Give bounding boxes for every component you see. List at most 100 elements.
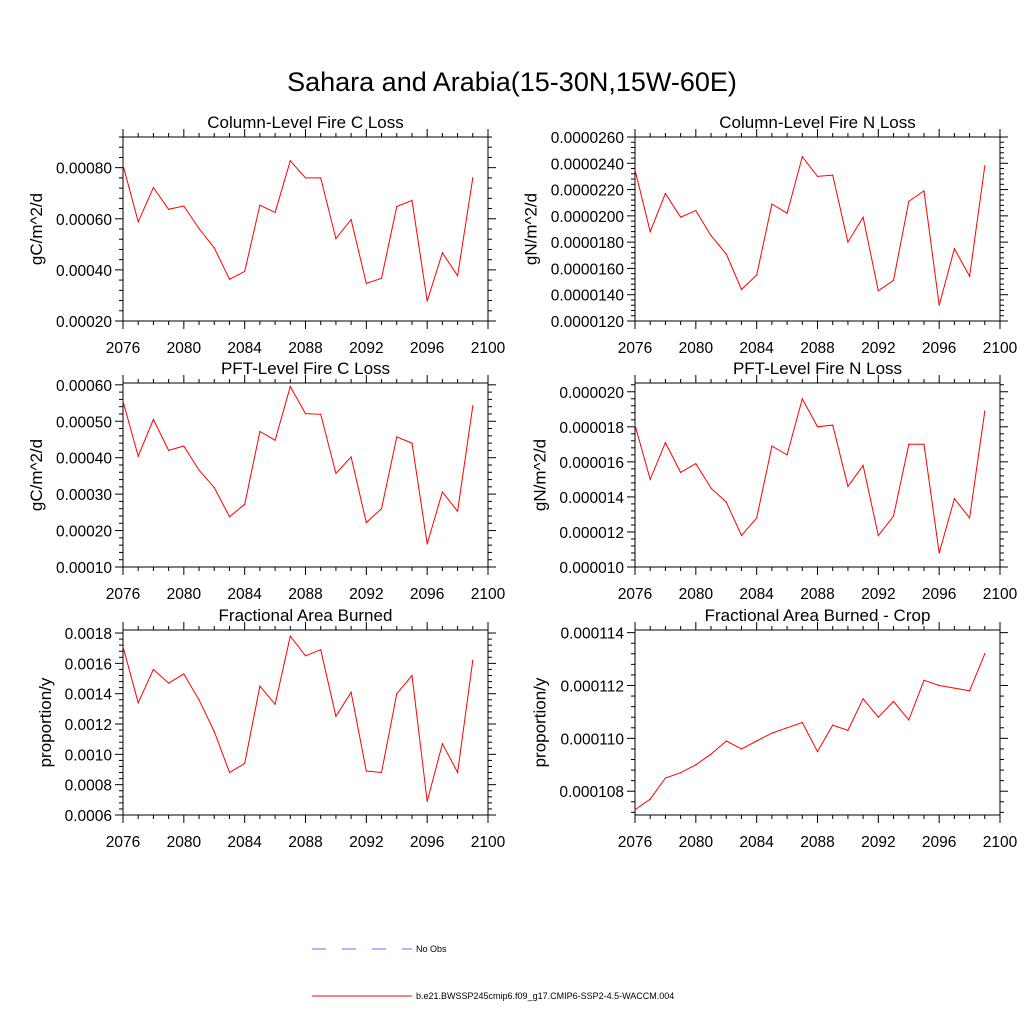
- x-tick-label: 2080: [679, 834, 714, 851]
- data-point: [304, 177, 307, 179]
- data-point: [923, 679, 925, 681]
- data-point: [740, 288, 743, 291]
- y-axis-label: gC/m^2/d: [27, 439, 46, 511]
- data-point: [396, 693, 398, 695]
- x-tick-label: 2088: [288, 834, 322, 851]
- x-tick-label: 2088: [288, 586, 322, 603]
- data-point: [634, 424, 636, 426]
- data-point: [289, 635, 291, 637]
- data-point: [847, 485, 849, 487]
- data-point: [664, 192, 667, 195]
- data-point: [472, 405, 474, 407]
- x-tick-label: 2084: [227, 340, 262, 357]
- data-point: [228, 516, 231, 518]
- x-tick-label: 2076: [106, 834, 140, 851]
- series-line: [122, 385, 474, 545]
- data-point: [984, 165, 986, 167]
- data-point: [274, 439, 276, 441]
- x-tick-label: 2100: [983, 586, 1018, 603]
- data-point: [634, 169, 636, 171]
- data-point: [847, 729, 849, 732]
- data-point: [771, 732, 773, 734]
- data-point: [259, 204, 261, 206]
- data-point: [152, 187, 155, 189]
- x-tick-label: 2084: [739, 834, 774, 851]
- data-point: [365, 770, 367, 772]
- y-tick-label: 0.0014: [65, 687, 113, 704]
- data-point: [320, 177, 322, 179]
- y-tick-label: 0.0000220: [551, 183, 625, 200]
- chart-panel-4: 2076 2080 2084 2088 2092 2096 2100 0.000010 0.00…: [530, 359, 1017, 603]
- panel-title: Fractional Area Burned: [219, 606, 393, 625]
- panel-title: Column-Level Fire N Loss: [719, 113, 916, 132]
- data-point: [923, 190, 925, 192]
- x-tick-label: 2076: [618, 834, 652, 851]
- y-tick-label: 0.0016: [65, 656, 112, 673]
- y-tick-label: 0.0012: [65, 717, 112, 734]
- x-tick-label: 2096: [410, 834, 444, 851]
- data-point: [923, 443, 925, 445]
- data-point: [350, 456, 352, 458]
- y-tick-label: 0.0010: [65, 747, 113, 764]
- x-tick-label: 2084: [739, 586, 774, 603]
- data-point: [259, 430, 261, 433]
- data-point: [472, 659, 474, 661]
- data-point: [198, 227, 200, 230]
- data-point: [892, 700, 895, 702]
- y-tick-label: 0.000114: [561, 626, 625, 643]
- x-tick-label: 2088: [800, 586, 834, 603]
- x-tick-label: 2080: [679, 340, 714, 357]
- chart-panel-5: 2076 2080 2084 2088 2092 2096 2100 0.0006 0.0008…: [36, 606, 506, 851]
- data-point: [816, 426, 819, 428]
- y-tick-label: 0.0000180: [551, 235, 625, 252]
- data-point: [411, 199, 413, 201]
- data-point: [771, 203, 773, 205]
- data-point: [396, 205, 398, 208]
- data-point: [441, 743, 443, 745]
- data-point: [137, 702, 139, 704]
- y-tick-label: 0.00030: [56, 487, 112, 504]
- data-point: [289, 160, 291, 162]
- x-tick-label: 2092: [349, 340, 383, 357]
- data-point: [183, 673, 185, 675]
- data-point: [350, 218, 352, 221]
- legend: No Obs b.e21.BWSSP245cmip6.f09_g17.CMIP6-…: [312, 944, 674, 1001]
- y-tick-label: 0.000110: [561, 731, 625, 748]
- y-tick-label: 0.000108: [559, 784, 624, 801]
- chart-panel-3: 2076 2080 2084 2088 2092 2096 2100 0.00010 0.000…: [27, 359, 506, 603]
- data-point: [168, 682, 170, 684]
- chart-panel-1: 2076 2080 2084 2088 2092 2096 2100 0.00020 0.000…: [27, 113, 506, 357]
- y-tick-label: 0.0006: [65, 808, 112, 825]
- x-tick-label: 2096: [922, 340, 956, 357]
- y-tick-label: 0.000016: [559, 455, 624, 472]
- data-point: [938, 684, 940, 687]
- data-point: [756, 740, 758, 742]
- x-tick-label: 2076: [618, 340, 652, 357]
- y-tick-label: 0.0000200: [551, 209, 625, 226]
- data-point: [801, 156, 803, 158]
- data-point: [832, 424, 834, 426]
- data-point: [426, 543, 428, 545]
- data-point: [320, 413, 322, 415]
- y-axis-label: gN/m^2/d: [522, 193, 541, 265]
- series-line: [634, 155, 986, 306]
- data-point: [213, 486, 215, 489]
- data-point: [664, 441, 667, 444]
- data-point: [740, 534, 743, 537]
- data-point: [335, 238, 337, 240]
- y-tick-label: 0.00060: [56, 378, 112, 395]
- data-point: [335, 715, 337, 718]
- data-point: [411, 442, 413, 444]
- y-tick-label: 0.0000260: [551, 130, 625, 147]
- data-point: [786, 212, 788, 214]
- data-point: [877, 534, 879, 537]
- y-tick-label: 0.0008: [65, 778, 112, 795]
- data-point: [380, 508, 383, 510]
- series-line: [122, 159, 474, 302]
- data-point: [304, 413, 307, 415]
- x-tick-label: 2088: [800, 834, 834, 851]
- data-point: [832, 174, 834, 176]
- x-tick-label: 2080: [167, 834, 202, 851]
- data-point: [832, 724, 834, 726]
- data-point: [380, 771, 383, 774]
